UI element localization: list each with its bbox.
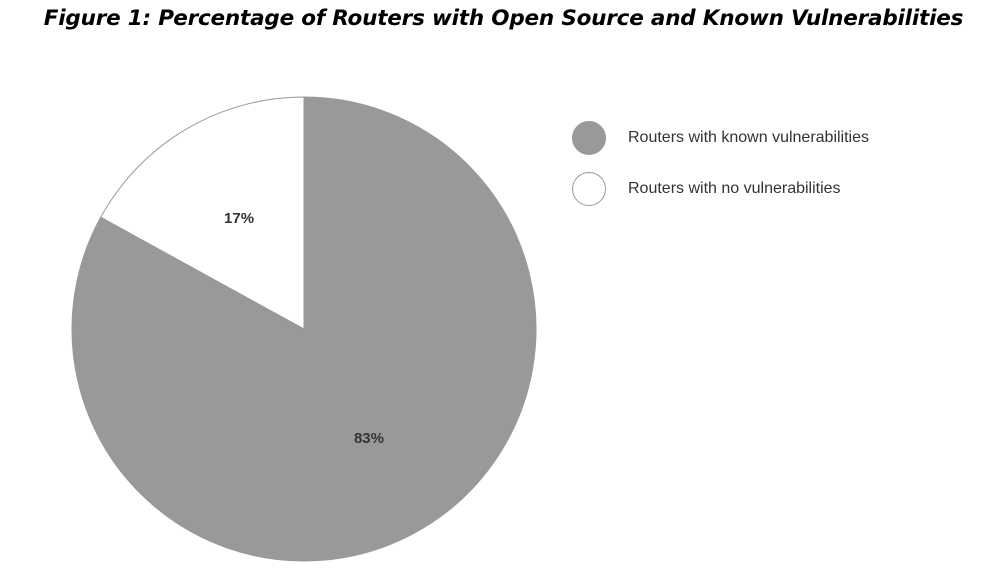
- figure-title: Figure 1: Percentage of Routers with Ope…: [43, 6, 964, 31]
- pie-slice-no-vulnerabilities: [100, 96, 305, 330]
- data-label-known-vulnerabilities: 83%: [354, 430, 384, 447]
- legend-label-known-vulnerabilities: Routers with known vulnerabilities: [628, 129, 869, 146]
- legend: Routers with known vulnerabilities Route…: [572, 120, 869, 222]
- legend-label-no-vulnerabilities: Routers with no vulnerabilities: [628, 180, 841, 197]
- legend-swatch-known-vulnerabilities: [572, 121, 606, 155]
- data-label-no-vulnerabilities: 17%: [224, 210, 254, 227]
- legend-swatch-no-vulnerabilities: [572, 172, 606, 206]
- legend-item-known-vulnerabilities: Routers with known vulnerabilities: [572, 120, 869, 156]
- legend-item-no-vulnerabilities: Routers with no vulnerabilities: [572, 171, 869, 207]
